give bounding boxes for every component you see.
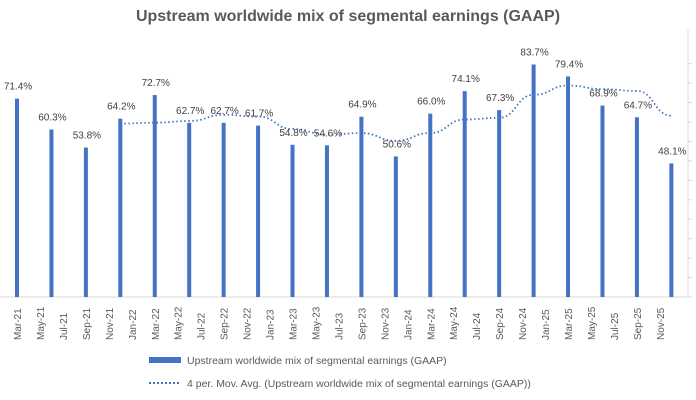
data-label: 61.7% [245,109,273,120]
x-tick-label: May-24 [449,306,460,340]
data-label: 54.6% [314,128,342,139]
x-tick-label: Jul-24 [472,312,483,340]
bar [359,116,364,297]
bar [428,113,433,298]
x-tick-label: Jul-25 [610,312,621,340]
bar [531,64,536,297]
data-label: 48.1% [658,146,686,157]
bar [49,129,54,297]
bar [290,144,295,297]
legend: Upstream worldwide mix of segmental earn… [149,355,531,390]
x-tick-label: Jul-21 [59,312,70,340]
data-label: 54.8% [279,128,307,139]
bar [83,147,88,297]
data-label: 62.7% [176,106,204,117]
x-tick-label: May-25 [587,306,598,340]
x-tick-label: Sep-24 [495,307,506,340]
x-tick-label: Sep-22 [220,307,231,340]
bar [221,122,226,297]
bar [187,122,192,297]
x-tick-label: Sep-21 [82,307,93,340]
data-label: 74.1% [452,74,480,85]
data-label: 79.4% [555,59,583,70]
x-tick-label: Sep-23 [357,307,368,340]
data-label: 50.6% [383,139,411,150]
bar [15,98,19,298]
x-tick-label: May-21 [36,306,47,340]
data-label: 83.7% [520,48,548,59]
chart-title: Upstream worldwide mix of segmental earn… [135,8,561,25]
x-tick-label: Mar-25 [564,308,575,340]
data-label: 60.3% [38,113,66,124]
data-label: 66.0% [417,97,445,108]
bar [393,156,398,297]
data-label: 64.9% [348,100,376,111]
x-tick-label: Jan-25 [541,309,552,340]
data-label: 68.9% [589,89,617,100]
x-tick-label: Nov-24 [518,307,529,340]
bar [634,117,639,298]
x-tick-label: Nov-25 [656,307,667,340]
data-label: 72.7% [142,78,170,89]
data-label: 71.4% [4,82,32,93]
x-tick-label: Nov-23 [380,307,391,340]
x-tick-label: Mar-24 [426,308,437,340]
bar [462,91,467,298]
data-label: 67.3% [486,93,514,104]
x-tick-label: Sep-25 [633,307,644,340]
bar [497,110,502,297]
x-tick-label: Mar-22 [151,308,162,340]
legend-line-label: 4 per. Mov. Avg. (Upstream worldwide mix… [187,378,531,390]
bar [152,95,157,297]
x-tick-label: Jul-23 [334,312,345,340]
x-tick-label: Mar-21 [13,308,24,340]
bar [669,163,674,297]
bar [118,118,123,298]
data-label: 64.2% [107,102,135,113]
bar [324,145,329,297]
legend-bar-swatch [149,357,181,363]
bar [600,105,605,297]
x-tick-label: May-22 [174,306,185,340]
bar [256,125,261,297]
x-tick-label: Jul-22 [197,312,208,340]
x-tick-label: Mar-23 [289,308,300,340]
moving-average-line [120,84,672,142]
x-tick-label: Jan-24 [403,309,414,340]
data-label: 53.8% [73,131,101,142]
bar [566,76,571,297]
x-tick-label: Nov-21 [105,307,116,340]
x-tick-label: Jan-23 [266,309,277,340]
data-label: 62.7% [210,106,238,117]
x-tick-label: Nov-22 [243,307,254,340]
data-label: 64.7% [624,100,652,111]
x-tick-label: Jan-22 [128,309,139,340]
legend-bar-label: Upstream worldwide mix of segmental earn… [187,355,447,367]
x-tick-label: May-23 [311,306,322,340]
